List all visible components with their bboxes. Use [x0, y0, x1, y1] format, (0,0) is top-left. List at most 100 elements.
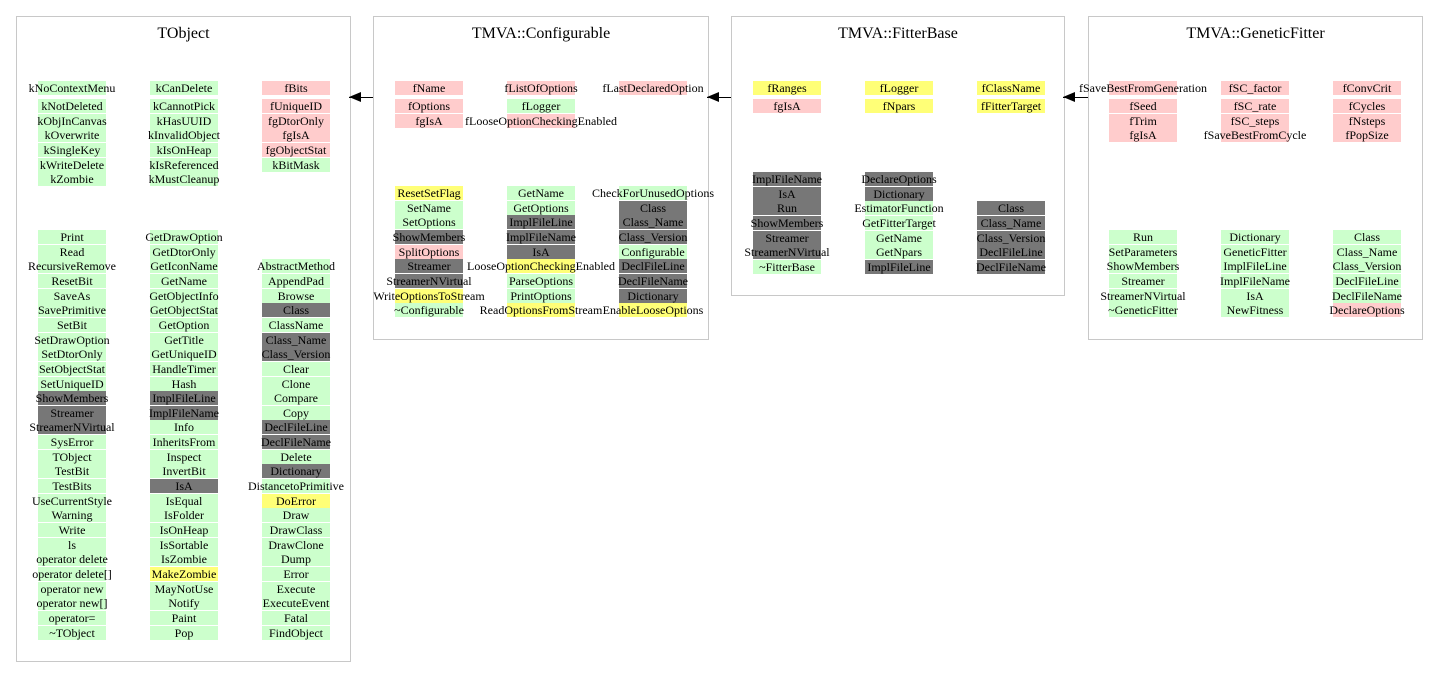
- method-name[interactable]: IsA: [1246, 288, 1264, 303]
- method-name[interactable]: SetParameters: [1108, 244, 1178, 259]
- method-name[interactable]: FindObject: [269, 625, 323, 640]
- member-name[interactable]: fClassName: [981, 81, 1041, 95]
- method-name[interactable]: Class_Version: [261, 347, 331, 362]
- method-name[interactable]: IsEqual: [165, 493, 203, 508]
- method-name[interactable]: AppendPad: [268, 273, 324, 288]
- member-name[interactable]: kOverwrite: [44, 128, 100, 143]
- method-name[interactable]: Draw: [282, 508, 310, 523]
- method-name[interactable]: TObject: [52, 449, 92, 464]
- method-name[interactable]: ImplFileLine: [867, 259, 931, 274]
- method-name[interactable]: IsZombie: [161, 552, 207, 567]
- member-name[interactable]: kIsOnHeap: [156, 142, 212, 157]
- method-name[interactable]: SavePrimitive: [38, 303, 106, 318]
- member-name[interactable]: kObjInCanvas: [37, 113, 107, 128]
- method-name[interactable]: IsOnHeap: [159, 523, 209, 537]
- method-name[interactable]: LooseOptionCheckingEnabled: [467, 259, 615, 274]
- method-name[interactable]: Write: [58, 523, 86, 537]
- method-name[interactable]: Warning: [51, 508, 93, 523]
- method-name[interactable]: PrintOptions: [510, 288, 572, 303]
- method-name[interactable]: Browse: [277, 288, 315, 303]
- method-name[interactable]: DeclFileName: [618, 273, 688, 288]
- member-name[interactable]: fNsteps: [1348, 113, 1386, 128]
- method-name[interactable]: StreamerNVirtual: [386, 273, 472, 288]
- method-name[interactable]: DeclareOptions: [861, 172, 937, 186]
- method-name[interactable]: Fatal: [284, 610, 308, 625]
- method-name[interactable]: Class_Version: [618, 229, 688, 244]
- method-name[interactable]: DeclFileLine: [979, 245, 1043, 260]
- member-name[interactable]: kNoContextMenu: [28, 81, 116, 95]
- method-name[interactable]: ExecuteEvent: [262, 596, 330, 611]
- method-name[interactable]: ~Configurable: [394, 303, 464, 318]
- member-name[interactable]: fNpars: [882, 99, 916, 113]
- method-name[interactable]: EnableLooseOptions: [602, 303, 704, 318]
- method-name[interactable]: IsSortable: [159, 537, 209, 552]
- member-name[interactable]: fSC_factor: [1228, 81, 1282, 95]
- method-name[interactable]: operator=: [48, 610, 96, 625]
- member-name[interactable]: fgIsA: [1129, 128, 1157, 143]
- method-name[interactable]: operator new[]: [36, 596, 108, 611]
- method-name[interactable]: ImplFileLine: [509, 215, 573, 230]
- method-name[interactable]: Execute: [276, 581, 316, 596]
- method-name[interactable]: SysError: [50, 435, 94, 450]
- method-name[interactable]: TestBit: [54, 464, 90, 479]
- member-name[interactable]: fgIsA: [773, 99, 801, 113]
- method-name[interactable]: DeclFileName: [261, 435, 331, 450]
- method-name[interactable]: Run: [776, 201, 798, 216]
- method-name[interactable]: operator delete: [36, 552, 108, 567]
- method-name[interactable]: SetObjectStat: [39, 361, 105, 376]
- method-name[interactable]: Dictionary: [1229, 230, 1281, 244]
- method-name[interactable]: Class: [1353, 230, 1381, 244]
- method-name[interactable]: Class_Name: [622, 215, 684, 230]
- method-name[interactable]: Streamer: [1121, 273, 1165, 288]
- method-name[interactable]: GetFitterTarget: [862, 215, 936, 230]
- member-name[interactable]: fName: [412, 81, 446, 95]
- method-name[interactable]: ~TObject: [49, 625, 95, 640]
- member-name[interactable]: fBits: [284, 81, 308, 95]
- method-name[interactable]: Dictionary: [873, 186, 925, 201]
- method-name[interactable]: SetDrawOption: [34, 332, 110, 347]
- method-name[interactable]: IsA: [532, 244, 550, 259]
- member-name[interactable]: fLogger: [521, 99, 561, 113]
- method-name[interactable]: DrawClone: [268, 537, 324, 552]
- method-name[interactable]: SetDtorOnly: [41, 347, 103, 362]
- method-name[interactable]: GetName: [876, 230, 922, 245]
- method-name[interactable]: Configurable: [621, 244, 685, 259]
- method-name[interactable]: ImplFileName: [506, 229, 576, 244]
- member-name[interactable]: fgIsA: [282, 128, 310, 143]
- class-box[interactable]: TMVA::FitterBase fRanges fgIsA fLogger fNpar…: [731, 16, 1065, 296]
- member-name[interactable]: fSaveBestFromGeneration: [1079, 81, 1207, 95]
- method-name[interactable]: GetName: [518, 186, 564, 200]
- method-name[interactable]: EstimatorFunction: [854, 201, 944, 216]
- member-name[interactable]: fCycles: [1348, 99, 1386, 113]
- method-name[interactable]: ShowMembers: [1106, 259, 1180, 274]
- method-name[interactable]: GetObjectStat: [150, 303, 218, 318]
- class-box[interactable]: TMVA::GeneticFitter fSaveBestFromGenerati…: [1079, 16, 1423, 340]
- member-name[interactable]: kCannotPick: [153, 99, 215, 113]
- method-name[interactable]: DeclFileLine: [1335, 273, 1399, 288]
- method-name[interactable]: SetOptions: [402, 215, 456, 230]
- member-name[interactable]: fLastDeclaredOption: [602, 81, 704, 95]
- method-name[interactable]: DeclFileLine: [621, 259, 685, 274]
- member-name[interactable]: kHasUUID: [156, 113, 212, 128]
- method-name[interactable]: DeclareOptions: [1329, 303, 1405, 318]
- method-name[interactable]: DistancetoPrimitive: [248, 479, 344, 494]
- member-name[interactable]: fgObjectStat: [265, 142, 327, 157]
- method-name[interactable]: GetDtorOnly: [152, 244, 216, 259]
- member-name[interactable]: fRanges: [767, 81, 807, 95]
- method-name[interactable]: IsFolder: [164, 508, 204, 523]
- method-name[interactable]: DeclFileLine: [264, 420, 328, 435]
- method-name[interactable]: Dictionary: [270, 464, 322, 479]
- method-name[interactable]: ImplFileLine: [152, 391, 216, 406]
- method-name[interactable]: MayNotUse: [154, 581, 214, 596]
- method-name[interactable]: GetName: [161, 273, 207, 288]
- method-name[interactable]: GeneticFitter: [1223, 244, 1287, 259]
- method-name[interactable]: Clone: [281, 376, 311, 391]
- method-name[interactable]: AbstractMethod: [257, 259, 335, 274]
- method-name[interactable]: GetTitle: [164, 332, 204, 347]
- method-name[interactable]: ResetBit: [51, 273, 93, 288]
- member-name[interactable]: kSingleKey: [43, 142, 101, 157]
- method-name[interactable]: Pop: [174, 625, 194, 640]
- member-name[interactable]: fSaveBestFromCycle: [1203, 128, 1307, 143]
- method-name[interactable]: Notify: [168, 596, 200, 611]
- method-name[interactable]: ReadOptionsFromStream: [479, 303, 603, 318]
